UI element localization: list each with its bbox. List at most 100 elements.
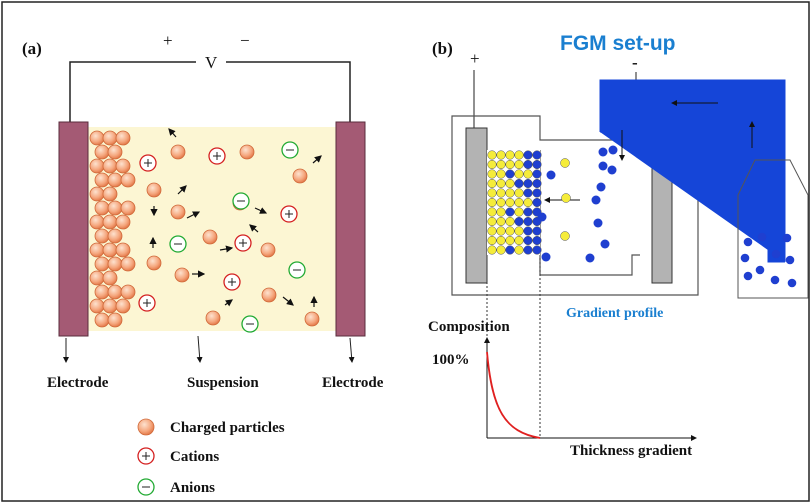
blue-particle xyxy=(601,240,610,249)
charged-particle xyxy=(90,299,104,313)
blue-particle xyxy=(788,279,797,288)
blue-particle xyxy=(597,183,606,192)
yellow-particle xyxy=(497,208,506,217)
charged-particle xyxy=(103,131,117,145)
yellow-particle xyxy=(506,217,515,226)
blue-particle xyxy=(533,170,542,179)
blue-particle xyxy=(538,213,547,222)
diagram: (a) + − V Electrode Suspension Electrode… xyxy=(0,0,812,504)
legend-label: Charged particles xyxy=(170,420,285,436)
charged-particle xyxy=(305,312,319,326)
positive-sign: + xyxy=(470,49,480,68)
yellow-particle xyxy=(506,236,515,245)
blue-particle xyxy=(515,179,524,188)
yellow-particle xyxy=(524,170,533,179)
yellow-particle xyxy=(562,194,571,203)
yellow-particle xyxy=(515,198,524,207)
yellow-particle xyxy=(515,208,524,217)
electrode xyxy=(336,122,365,336)
charged-particle xyxy=(261,243,275,257)
blue-particle xyxy=(524,208,533,217)
blue-particle xyxy=(533,236,542,245)
positive-sign: + xyxy=(163,31,173,50)
charged-particle xyxy=(116,215,130,229)
blue-particle xyxy=(515,217,524,226)
charged-particle xyxy=(175,268,189,282)
yellow-particle xyxy=(497,236,506,245)
charged-particle xyxy=(206,311,220,325)
legend-label: Anions xyxy=(170,480,215,496)
charged-particle xyxy=(95,201,109,215)
charged-particle xyxy=(90,215,104,229)
charged-particle xyxy=(147,183,161,197)
yellow-particle xyxy=(497,227,506,236)
charged-particle xyxy=(90,131,104,145)
blue-particle xyxy=(786,256,795,265)
blue-particle xyxy=(586,254,595,263)
yellow-particle xyxy=(488,179,497,188)
charged-particle xyxy=(95,229,109,243)
charged-particle xyxy=(108,145,122,159)
charged-particle xyxy=(203,230,217,244)
yellow-particle xyxy=(497,246,506,255)
x-axis-label: Thickness gradient xyxy=(570,443,692,459)
yellow-particle xyxy=(506,198,515,207)
blue-particle xyxy=(506,170,515,179)
charged-particle xyxy=(108,257,122,271)
yellow-particle xyxy=(488,198,497,207)
yellow-particle xyxy=(515,160,524,169)
blue-particle xyxy=(524,227,533,236)
panel-label: (a) xyxy=(22,39,42,58)
pipe xyxy=(600,80,785,96)
blue-particle xyxy=(608,166,617,175)
yellow-particle xyxy=(488,151,497,160)
voltage-label: V xyxy=(205,53,218,72)
charged-particle xyxy=(95,173,109,187)
charged-particle xyxy=(95,257,109,271)
yellow-particle xyxy=(506,151,515,160)
blue-particle xyxy=(744,238,753,247)
blue-particle xyxy=(594,219,603,228)
yellow-particle xyxy=(506,179,515,188)
charged-particle xyxy=(171,205,185,219)
yellow-particle xyxy=(506,227,515,236)
charged-particle xyxy=(103,271,117,285)
panel-label: (b) xyxy=(432,39,453,58)
yellow-particle xyxy=(497,160,506,169)
charged-particle xyxy=(90,159,104,173)
blue-particle xyxy=(524,179,533,188)
charged-particle xyxy=(293,169,307,183)
charged-particle xyxy=(240,145,254,159)
yellow-particle xyxy=(497,170,506,179)
yellow-particle xyxy=(497,179,506,188)
blue-particle xyxy=(533,246,542,255)
charged-particle xyxy=(108,229,122,243)
charged-particle xyxy=(90,187,104,201)
blue-particle xyxy=(524,189,533,198)
blue-particle xyxy=(533,227,542,236)
yellow-particle xyxy=(488,246,497,255)
electrode-label: Electrode xyxy=(47,375,109,391)
yellow-particle xyxy=(497,217,506,226)
blue-particle xyxy=(533,189,542,198)
blue-particle xyxy=(592,196,601,205)
blue-particle xyxy=(744,272,753,281)
y-axis-label: Composition xyxy=(428,319,510,335)
blue-particle xyxy=(506,246,515,255)
electrode xyxy=(59,122,88,336)
charged-particle xyxy=(103,187,117,201)
yellow-particle xyxy=(561,159,570,168)
charged-particle xyxy=(171,145,185,159)
charged-particle xyxy=(108,173,122,187)
yellow-particle xyxy=(515,246,524,255)
yellow-particle xyxy=(488,189,497,198)
yellow-particle xyxy=(497,151,506,160)
charged-particle xyxy=(138,419,154,435)
blue-particle xyxy=(758,233,767,242)
blue-particle xyxy=(533,198,542,207)
yellow-particle xyxy=(515,227,524,236)
blue-particle xyxy=(599,162,608,171)
negative-sign: − xyxy=(240,31,250,50)
charged-particle xyxy=(95,145,109,159)
charged-particle xyxy=(121,173,135,187)
